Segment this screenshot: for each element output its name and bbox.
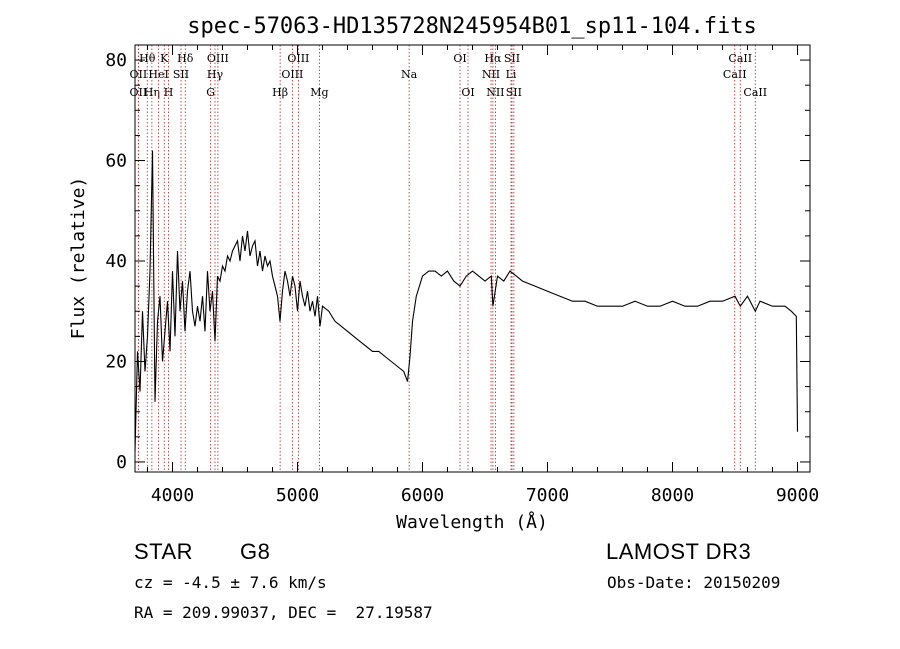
line-label-h-alpha: Hα: [484, 52, 502, 65]
survey-name: LAMOST DR3: [606, 539, 752, 564]
redshift-readout: cz = -4.5 ± 7.6 km/s: [134, 573, 327, 592]
line-label-g: G: [206, 86, 215, 99]
line-label-sii-6716: SII: [504, 52, 520, 65]
y-axis-label: Flux (relative): [68, 177, 89, 340]
line-label-na: Na: [401, 68, 418, 81]
y-tick-label-60: 60: [105, 151, 127, 172]
x-axis-label: Wavelength (Å): [396, 511, 548, 533]
line-label-oiii-4959: OIII: [281, 68, 303, 81]
line-label-oiii-5007: OIII: [287, 52, 309, 65]
object-class: STAR: [134, 539, 194, 564]
line-label-sii-6731: SII: [506, 86, 522, 99]
line-label-k: K: [160, 52, 169, 65]
line-label-oi-6364: OI: [461, 86, 474, 99]
y-tick-label-80: 80: [105, 50, 127, 71]
line-label-caii-8662: CaII: [743, 86, 767, 99]
spectrum-line: [134, 150, 799, 452]
chart-title: spec-57063-HD135728N245954B01_sp11-104.f…: [187, 14, 757, 39]
x-tick-label-6000: 6000: [401, 485, 444, 506]
x-tick-label-7000: 7000: [526, 485, 569, 506]
line-label-oii-top: OII: [130, 86, 148, 99]
line-label-oiii-4363: OIII: [207, 52, 229, 65]
y-tick-label-20: 20: [105, 351, 127, 372]
x-tick-label-5000: 5000: [276, 485, 319, 506]
line-label-mg: Mg: [310, 86, 328, 99]
line-label-h-delta: Hδ: [177, 52, 194, 65]
line-label-nii-6548: NII: [482, 68, 500, 81]
line-label-h-gamma: Hγ: [207, 68, 224, 81]
line-label-nii-6583: NII: [486, 86, 504, 99]
line-label-h-theta: Hθ: [139, 52, 156, 65]
y-axis: 0 20 40 60 80: [105, 50, 810, 473]
line-label-h: H: [164, 86, 174, 99]
line-label-caii-8498: CaII: [723, 68, 747, 81]
line-label-li: Li: [506, 68, 517, 81]
line-label-h-eta: Hη: [144, 86, 160, 99]
x-tick-label-9000: 9000: [776, 485, 819, 506]
line-label-sii-4068: SII: [173, 68, 189, 81]
line-label-h-beta: Hβ: [272, 86, 288, 99]
observation-date: Obs-Date: 20150209: [607, 573, 781, 592]
y-tick-label-0: 0: [116, 452, 127, 473]
plot-frame: [134, 44, 811, 473]
line-label-caii-8542: CaII: [728, 52, 752, 65]
line-label-hei: HeI: [148, 68, 168, 81]
y-tick-label-40: 40: [105, 251, 127, 272]
line-marks: OIIHθOIIHηHeIKHSIIHδGHγOIIIHβOIIIOIIIMgN…: [130, 45, 767, 472]
x-tick-label-4000: 4000: [151, 485, 194, 506]
object-subclass: G8: [240, 539, 271, 564]
x-axis: 4000 5000 6000 7000 8000 9000: [147, 45, 819, 506]
x-tick-label-8000: 8000: [651, 485, 694, 506]
coordinates-readout: RA = 209.99037, DEC = 27.19587: [134, 603, 433, 622]
line-label-oi-6300: OI: [453, 52, 466, 65]
